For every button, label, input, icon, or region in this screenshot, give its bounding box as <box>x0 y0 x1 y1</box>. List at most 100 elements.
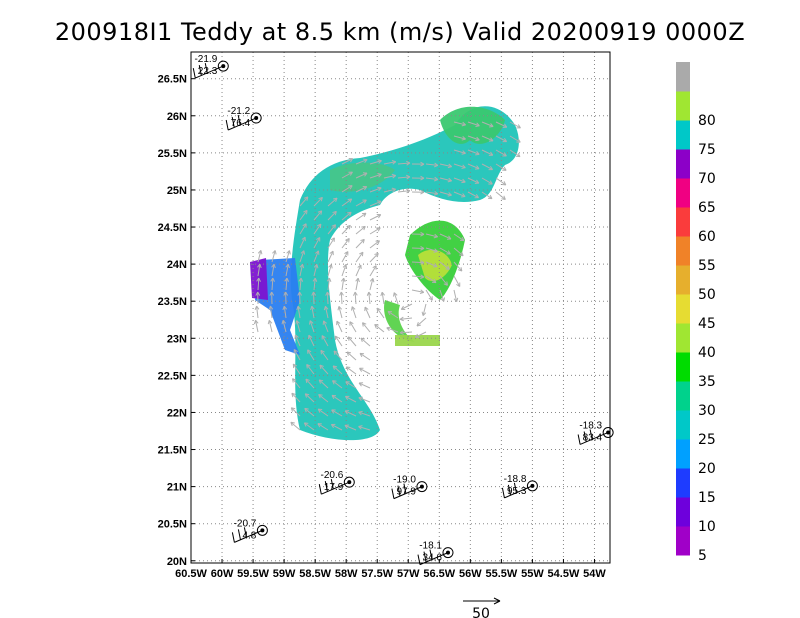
wind-vector-head <box>447 163 453 169</box>
wind-vector-head <box>355 277 360 283</box>
wind-vector <box>293 349 301 361</box>
wind-vector-head <box>375 240 380 245</box>
wind-vector-head <box>342 264 348 269</box>
wind-vector <box>346 351 357 361</box>
colorbar-segment <box>676 352 690 382</box>
station-bottom-label: 34.6 <box>423 553 443 564</box>
wind-vector <box>341 278 345 291</box>
reference-vector: 50 <box>463 597 501 618</box>
wind-vector <box>257 250 262 263</box>
wind-vector <box>495 121 508 128</box>
wind-vector-head <box>316 237 321 242</box>
wind-vector <box>481 149 494 156</box>
wind-vector-head <box>286 250 291 255</box>
wind-vector <box>349 321 357 333</box>
y-tick-label: 23.5N <box>158 296 187 308</box>
wind-vector <box>341 264 347 277</box>
wind-vector-head <box>330 237 335 242</box>
wind-vector <box>324 306 329 319</box>
colorbar-segment <box>676 497 690 527</box>
wind-vector-head <box>420 231 425 237</box>
colorbar-label: 75 <box>698 142 716 158</box>
wind-vector <box>439 191 452 196</box>
wind-vector <box>355 186 367 193</box>
wind-vector <box>355 159 368 165</box>
wind-vector-head <box>334 335 340 341</box>
wind-vector <box>299 210 308 221</box>
y-tick-label: 25N <box>167 185 187 197</box>
wind-vector <box>271 264 275 277</box>
x-tick-label: 60W <box>211 568 234 580</box>
station-top-label: -20.7 <box>234 518 257 529</box>
wind-vector-head <box>256 277 261 282</box>
wind-vector <box>299 236 306 249</box>
wind-vector <box>271 277 274 291</box>
wind-vector-head <box>386 326 391 332</box>
plot-frame <box>190 51 611 564</box>
station-bottom-label: 76.4 <box>231 118 251 129</box>
wind-vector-head <box>406 160 411 166</box>
wind-vector <box>317 408 329 417</box>
wind-vector-head <box>376 227 381 232</box>
colorbar-segment <box>676 91 690 121</box>
wind-vector <box>467 191 479 199</box>
station-bottom-label: 22.3 <box>198 66 218 77</box>
wind-vector <box>341 211 352 221</box>
wind-vector <box>257 264 261 277</box>
wind-vector <box>355 172 368 179</box>
wind-vector <box>341 198 353 207</box>
wind-vector <box>481 121 494 127</box>
wind-vector <box>439 163 452 168</box>
wind-vector-head <box>281 320 287 325</box>
colorbar-segment <box>676 526 690 556</box>
wind-vector <box>285 277 288 291</box>
wind-vector-head <box>328 264 333 269</box>
wind-vector <box>341 171 353 179</box>
wind-vector <box>317 423 329 431</box>
wind-barb <box>192 62 224 79</box>
wind-vector <box>439 247 451 255</box>
wind-vector-head <box>374 323 379 329</box>
reference-arrowhead <box>493 597 501 605</box>
wind-vector-head <box>339 291 344 296</box>
wind-vector-head <box>391 187 397 193</box>
wind-vector-head <box>391 160 397 165</box>
wind-vector-head <box>318 379 324 384</box>
wind-vector <box>439 289 445 302</box>
wind-vector <box>292 378 301 389</box>
wind-vector <box>439 233 452 240</box>
wind-vector <box>481 163 493 171</box>
wind-vector-head <box>447 177 452 183</box>
wind-vector-head <box>457 267 463 272</box>
wind-vector <box>401 303 413 310</box>
wind-vector <box>425 261 438 268</box>
wind-vector <box>453 247 464 257</box>
wind-vector-head <box>344 424 349 429</box>
wind-vector-head <box>461 178 466 184</box>
wind-vector-head <box>326 277 332 282</box>
wind-vector <box>283 306 287 319</box>
wind-vector <box>299 196 309 207</box>
wind-vector-head <box>349 321 354 326</box>
wind-vector-head <box>459 236 465 242</box>
wind-vector-head <box>453 297 459 303</box>
wind-vector-head <box>380 291 386 297</box>
wind-vector <box>355 264 362 277</box>
colorbar-label: 65 <box>698 200 716 216</box>
wind-vector-head <box>459 251 464 257</box>
colorbar-label: 10 <box>698 519 716 535</box>
wind-vector-head <box>299 263 305 269</box>
station-top-label: -19.0 <box>393 475 416 486</box>
wind-vector <box>327 197 338 207</box>
wind-vector-head <box>331 409 336 414</box>
station-top-label: -20.6 <box>320 470 343 481</box>
wind-vector-head <box>340 277 346 283</box>
wind-vector-head <box>461 121 466 127</box>
wind-vector <box>326 291 329 305</box>
wind-vector-head <box>420 161 425 167</box>
wind-vector <box>481 177 493 185</box>
wind-vector-head <box>308 334 313 340</box>
station-bottom-label: 97.9 <box>396 487 416 498</box>
wind-vector <box>453 233 465 242</box>
wind-vector <box>358 382 371 389</box>
